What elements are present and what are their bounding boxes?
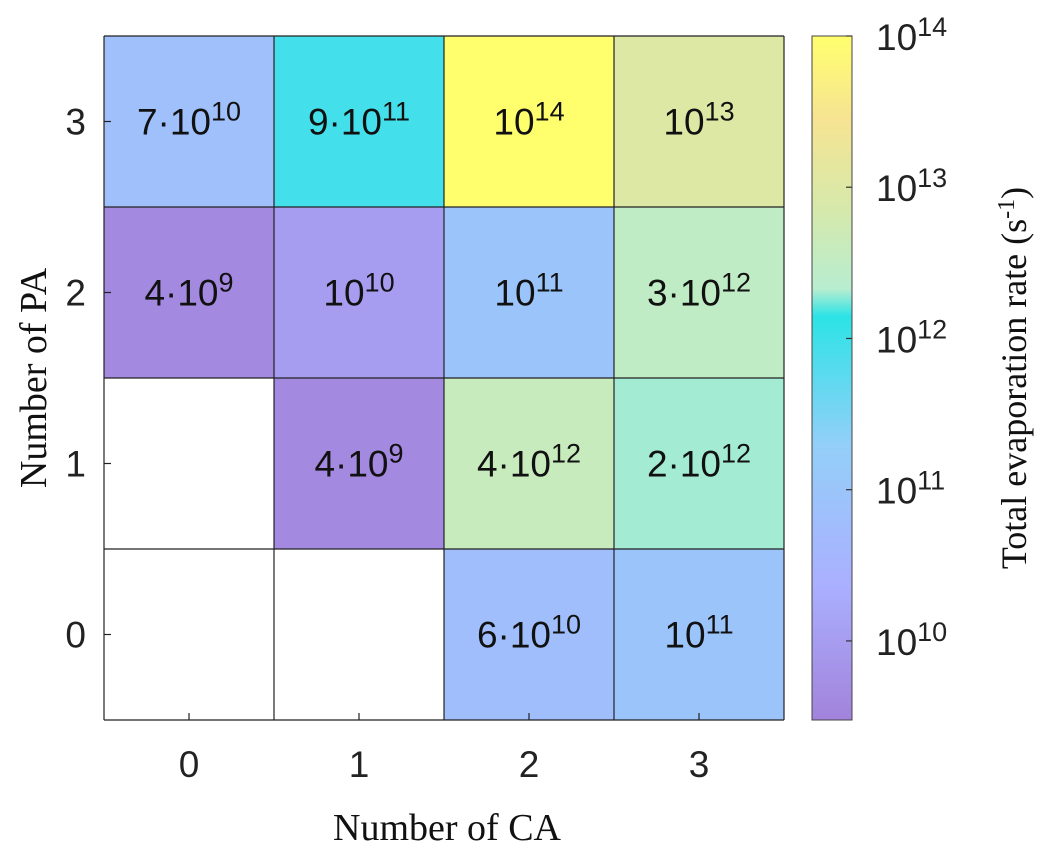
- heatmap-cell: [274, 549, 444, 720]
- colorbar-tick-label: 1011: [876, 466, 945, 512]
- colorbar-title: Total evaporation rate (s-1): [994, 187, 1034, 569]
- colorbar-tick-label: 1010: [876, 617, 947, 663]
- heatmap-cell: [274, 378, 444, 549]
- heatmap-cell: [104, 36, 274, 207]
- heatmap-cell: [104, 207, 274, 378]
- heatmap-cell: [104, 378, 274, 549]
- y-axis-title: Number of PA: [13, 267, 55, 488]
- y-tick-label: 1: [65, 444, 86, 485]
- y-tick-label: 2: [65, 273, 86, 314]
- heatmap-cell: [614, 36, 784, 207]
- heatmap-cell: [614, 378, 784, 549]
- cell-value-label: 4·1012: [477, 439, 581, 485]
- cell-value-label: 1011: [664, 610, 733, 656]
- cell-value-label: 3·1012: [647, 268, 751, 314]
- cell-value-label: 4·109: [144, 268, 233, 314]
- x-axis-title: Number of CA: [333, 807, 562, 849]
- x-tick-label: 1: [349, 744, 370, 785]
- cell-value-label: 2·1012: [647, 439, 751, 485]
- y-tick-label: 3: [65, 102, 86, 143]
- heatmap-cell: [444, 207, 614, 378]
- cell-value-label: 1013: [663, 97, 734, 143]
- colorbar-ticks: 1014 1013 1012 1011 1010: [846, 12, 947, 663]
- heatmap-cell: [444, 549, 614, 720]
- y-axis-ticks: 3 2 1 0: [65, 102, 111, 656]
- colorbar-tick-label: 1014: [876, 12, 947, 58]
- cell-value-label: 7·1010: [137, 97, 241, 143]
- x-tick-label: 2: [519, 744, 540, 785]
- heatmap-cell: [274, 207, 444, 378]
- x-tick-label: 3: [689, 744, 710, 785]
- cell-value-label: 9·1011: [308, 97, 410, 143]
- cell-value-label: 1014: [493, 97, 564, 143]
- cell-value-label: 1011: [494, 268, 563, 314]
- y-tick-label: 0: [65, 615, 86, 656]
- heatmap-cell: [274, 36, 444, 207]
- x-axis-ticks: 0 1 2 3: [179, 713, 710, 785]
- colorbar-tick-label: 1013: [876, 163, 947, 209]
- cell-value-label: 4·109: [314, 439, 403, 485]
- heatmap-cell: [614, 207, 784, 378]
- heatmap-cell: [444, 378, 614, 549]
- colorbar: [811, 35, 853, 721]
- heatmap-cell: [444, 36, 614, 207]
- heatmap-cells: 7·1010 9·1011 1014 1013 4·109 1010 1011 3·1012 4…: [104, 36, 784, 720]
- cell-value-label: 6·1010: [477, 610, 581, 656]
- heatmap-cell: [614, 549, 784, 720]
- heatmap-cell: [104, 549, 274, 720]
- colorbar-tick-label: 1012: [876, 314, 947, 360]
- heatmap-grid: [103, 35, 785, 721]
- x-tick-label: 0: [179, 744, 200, 785]
- cell-value-label: 1010: [323, 268, 394, 314]
